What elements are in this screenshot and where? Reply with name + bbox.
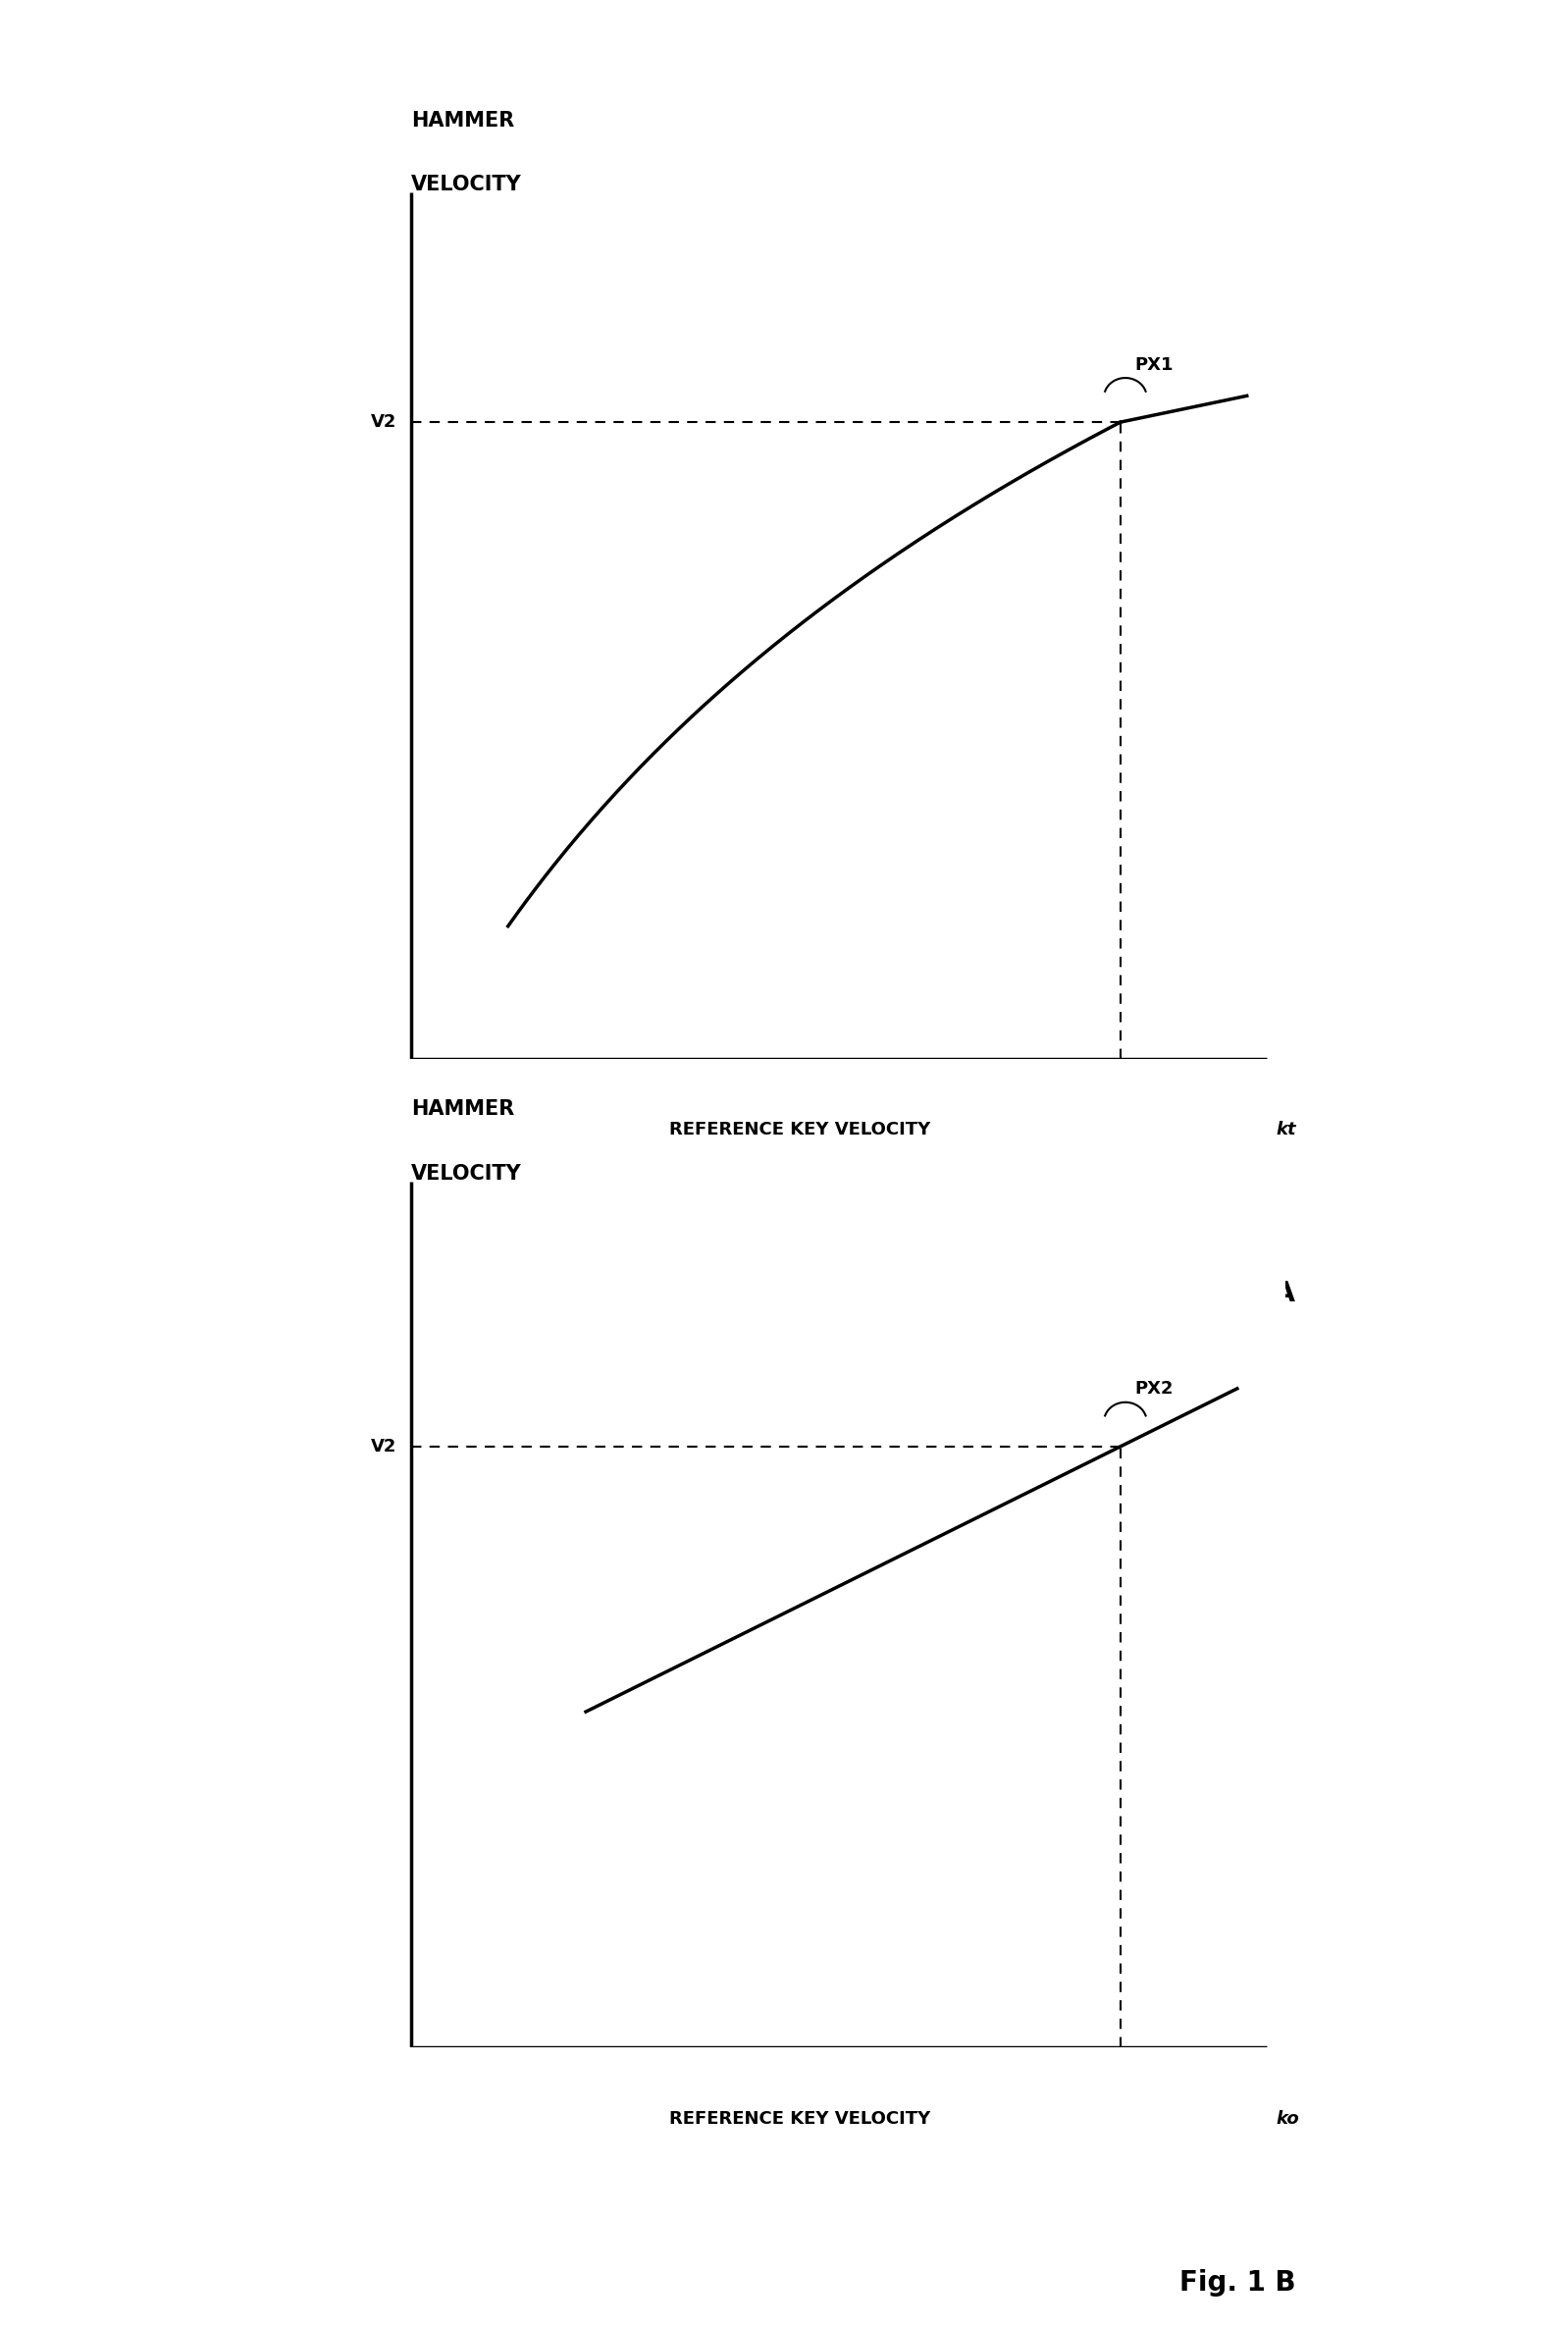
Text: VELOCITY: VELOCITY [411,1164,522,1182]
Text: PX1: PX1 [1135,356,1174,372]
Text: PX2: PX2 [1135,1380,1174,1399]
Text: kt: kt [1276,1122,1297,1138]
Text: VELOCITY: VELOCITY [411,175,522,193]
Text: Fig. 1 A: Fig. 1 A [1179,1280,1295,1308]
Text: REFERENCE KEY VELOCITY: REFERENCE KEY VELOCITY [670,2111,930,2127]
Text: ko: ko [1276,2111,1300,2127]
Text: V2: V2 [370,1438,397,1454]
Text: HAMMER: HAMMER [411,112,514,130]
Text: Fig. 1 B: Fig. 1 B [1179,2269,1295,2297]
Text: REFERENCE KEY VELOCITY: REFERENCE KEY VELOCITY [670,1122,930,1138]
Text: V2: V2 [370,414,397,430]
Text: HAMMER: HAMMER [411,1101,514,1119]
